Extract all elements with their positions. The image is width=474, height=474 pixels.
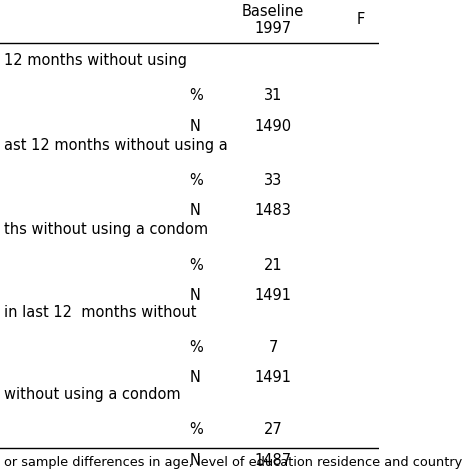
Text: ths without using a condom: ths without using a condom [4, 222, 208, 237]
Text: %: % [190, 422, 203, 437]
Text: N: N [190, 203, 201, 219]
Text: N: N [190, 371, 201, 385]
Text: N: N [190, 453, 201, 468]
Text: 31: 31 [264, 88, 283, 103]
Text: Baseline
1997: Baseline 1997 [242, 4, 304, 36]
Text: 1483: 1483 [255, 203, 292, 219]
Text: 33: 33 [264, 173, 283, 188]
Text: in last 12  months without: in last 12 months without [4, 305, 196, 319]
Text: 1487: 1487 [255, 453, 292, 468]
Text: 7: 7 [268, 340, 278, 355]
Text: %: % [190, 88, 203, 103]
Text: F: F [356, 12, 365, 27]
Text: 1491: 1491 [255, 288, 292, 303]
Text: %: % [190, 257, 203, 273]
Text: 27: 27 [264, 422, 283, 437]
Text: without using a condom: without using a condom [4, 387, 181, 402]
Text: %: % [190, 173, 203, 188]
Text: 1490: 1490 [255, 118, 292, 134]
Text: ast 12 months without using a: ast 12 months without using a [4, 137, 228, 153]
Text: or sample differences in age, level of education residence and country: or sample differences in age, level of e… [4, 456, 462, 469]
Text: 21: 21 [264, 257, 283, 273]
Text: 1491: 1491 [255, 371, 292, 385]
Text: N: N [190, 118, 201, 134]
Text: 12 months without using: 12 months without using [4, 53, 187, 68]
Text: %: % [190, 340, 203, 355]
Text: N: N [190, 288, 201, 303]
